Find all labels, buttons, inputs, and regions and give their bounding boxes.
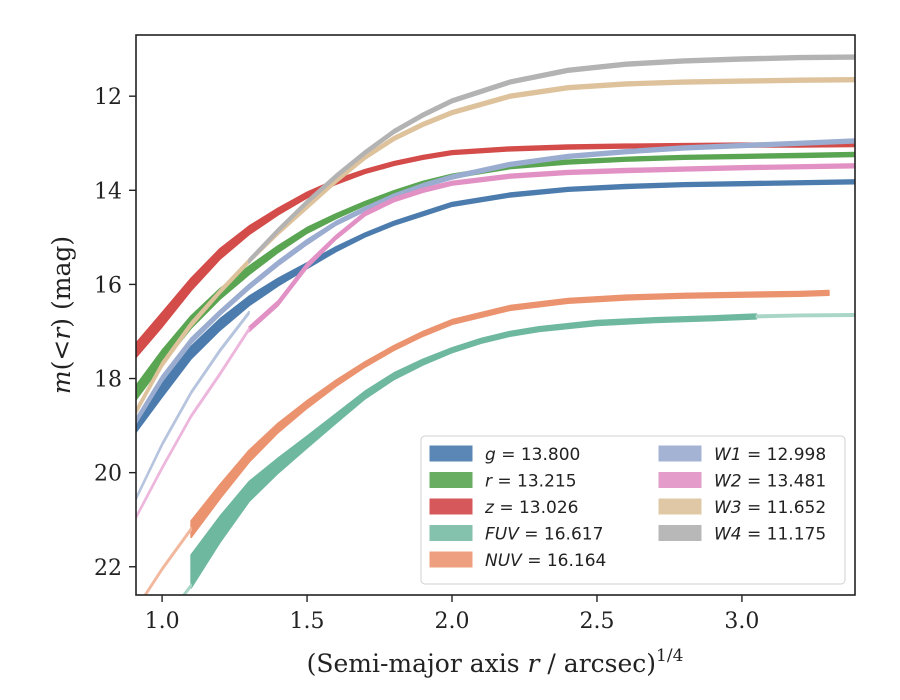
series-w1-band <box>136 138 855 425</box>
legend-swatch <box>658 525 702 541</box>
legend-label: FUV = 16.617 <box>485 525 603 545</box>
series-r-band <box>136 151 855 401</box>
legend-label: NUV = 16.164 <box>485 551 606 571</box>
y-axis-ticks: 12 14 16 18 20 22 <box>94 85 136 581</box>
legend-swatch <box>429 551 473 568</box>
legend: g = 13.800 r = 13.215 z = 13.026 FUV = 16.6… <box>420 435 846 585</box>
y-tick-label: 14 <box>94 179 122 204</box>
y-tick-label: 20 <box>94 462 122 487</box>
legend-label: g = 13.800 <box>485 445 580 465</box>
y-tick-label: 12 <box>94 85 122 110</box>
series-z-band <box>136 142 855 359</box>
x-axis-title: (Semi-major axis r / arcsec)1/4 <box>307 646 684 678</box>
y-axis-title: m(<r) (mag) <box>47 236 76 394</box>
series-w4-band <box>248 54 855 264</box>
legend-entry-w1: W1 = 12.998 <box>658 445 826 465</box>
x-tick-label: 3.0 <box>724 609 759 634</box>
series-w1-outer-band <box>136 310 250 501</box>
legend-swatch <box>658 472 702 488</box>
x-tick-label: 2.0 <box>435 609 470 634</box>
legend-swatch <box>658 498 702 515</box>
legend-swatch <box>429 525 473 541</box>
x-tick-label: 1.0 <box>145 609 180 634</box>
series-fuv-outer-band <box>755 313 855 319</box>
legend-entry-z: z = 13.026 <box>429 498 578 518</box>
y-tick-label: 22 <box>94 556 122 581</box>
y-tick-label: 18 <box>94 368 122 393</box>
legend-entry-w3: W3 = 11.652 <box>658 498 826 518</box>
legend-entry-w2: W2 = 13.481 <box>658 472 826 492</box>
legend-items: g = 13.800 r = 13.215 z = 13.026 FUV = 16.6… <box>429 445 826 571</box>
curve-layer <box>136 54 855 595</box>
series-w2-outer-band <box>136 327 250 520</box>
series-nuv-outer-band <box>143 527 192 595</box>
series-fuv-band <box>190 313 758 589</box>
x-axis-ticks: 1.0 1.5 2.0 2.5 3.0 <box>145 595 759 634</box>
legend-label: W2 = 13.481 <box>714 472 826 492</box>
legend-entry-w4: W4 = 11.175 <box>658 525 826 545</box>
series-nuv-band <box>190 289 830 539</box>
series-w2-band <box>248 163 855 333</box>
legend-label: z = 13.026 <box>484 498 578 518</box>
legend-label: W1 = 12.998 <box>714 445 826 465</box>
x-tick-label: 1.5 <box>290 609 325 634</box>
legend-entry-nuv: NUV = 16.164 <box>429 551 606 571</box>
y-tick-label: 16 <box>94 273 122 298</box>
legend-entry-fuv: FUV = 16.617 <box>429 525 603 545</box>
legend-frame <box>420 435 846 585</box>
legend-entry-g: g = 13.800 <box>429 445 580 465</box>
legend-label: r = 13.215 <box>485 472 577 492</box>
plot-frame <box>135 34 856 596</box>
legend-swatch <box>429 498 473 515</box>
series-fuv-outer-band <box>181 583 192 595</box>
legend-swatch <box>658 445 702 462</box>
legend-swatch <box>429 472 473 488</box>
legend-label: W4 = 11.175 <box>714 525 826 545</box>
legend-label: W3 = 11.652 <box>714 498 826 518</box>
x-tick-label: 2.5 <box>579 609 614 634</box>
series-g-band <box>136 179 855 433</box>
legend-swatch <box>429 445 473 462</box>
series-w3-band <box>136 77 855 415</box>
legend-entry-r: r = 13.215 <box>429 472 577 492</box>
